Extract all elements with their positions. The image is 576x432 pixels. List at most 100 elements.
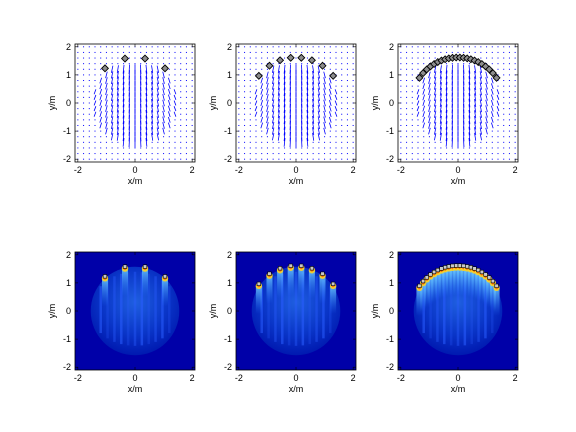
- vector-dot: [417, 141, 419, 143]
- vector-arrow: [116, 127, 119, 136]
- plot-area: [398, 252, 518, 370]
- vector-arrow: [266, 77, 269, 84]
- vector-dot: [238, 85, 240, 87]
- vector-arrow: [491, 116, 494, 123]
- vector-dot: [261, 68, 263, 70]
- vector-arrow: [277, 110, 280, 119]
- vector-dot: [341, 136, 343, 138]
- vector-dot: [185, 108, 187, 110]
- vector-arrow: [434, 71, 437, 79]
- vector-dot: [503, 141, 505, 143]
- vector-arrow: [99, 111, 102, 118]
- vector-dot: [185, 119, 187, 121]
- vector-dot: [463, 51, 465, 53]
- vector-dot: [411, 108, 413, 110]
- vector-dot: [174, 68, 176, 70]
- vector-arrow: [479, 93, 482, 102]
- vector-dot: [318, 147, 320, 149]
- vector-dot: [503, 63, 505, 65]
- vector-dot: [244, 57, 246, 59]
- vector-arrow: [329, 122, 332, 129]
- source-marker: [102, 274, 108, 279]
- source-marker: [483, 272, 488, 277]
- vector-dot: [324, 158, 326, 160]
- y-tick-label: -1: [386, 126, 394, 136]
- x-tick-label: 0: [455, 373, 460, 383]
- subplot-5: -2 0 2 2 1 0 -1 -2 x/m y/m: [208, 250, 357, 394]
- vector-dot: [185, 102, 187, 104]
- source-marker: [297, 53, 306, 62]
- x-tick-label: 2: [513, 165, 518, 175]
- intensity-plume: [122, 268, 128, 297]
- vector-dot: [406, 51, 408, 53]
- vector-arrow: [156, 133, 159, 141]
- vector-dot: [88, 113, 90, 115]
- vector-dot: [180, 108, 182, 110]
- vector-dot: [117, 158, 119, 160]
- vector-dot: [417, 85, 419, 87]
- vector-dot: [329, 158, 331, 160]
- vector-dot: [508, 158, 510, 160]
- vector-dot: [411, 102, 413, 104]
- vector-arrow: [173, 100, 177, 106]
- vector-dot: [346, 113, 348, 115]
- x-tick-label: -2: [74, 373, 82, 383]
- vector-dot: [406, 113, 408, 115]
- vector-arrow: [306, 93, 309, 102]
- vector-arrow: [474, 65, 477, 74]
- vector-dot: [191, 51, 193, 53]
- vector-dot: [411, 119, 413, 121]
- vector-dot: [249, 130, 251, 132]
- vector-arrow: [329, 116, 332, 123]
- vector-dot: [324, 63, 326, 65]
- vector-dot: [94, 158, 96, 160]
- vector-arrow: [445, 87, 448, 97]
- source-marker: [307, 56, 316, 65]
- vector-dot: [329, 51, 331, 53]
- y-axis-label: y/m: [47, 96, 57, 111]
- intensity-plume: [493, 287, 500, 316]
- x-tick-label: 2: [190, 165, 195, 175]
- vector-dot: [151, 158, 153, 160]
- vector-dot: [329, 68, 331, 70]
- vector-dot: [111, 46, 113, 48]
- vector-dot: [503, 158, 505, 160]
- vector-dot: [324, 51, 326, 53]
- intensity-plume: [277, 270, 284, 299]
- vector-dot: [346, 141, 348, 143]
- vector-dot: [249, 141, 251, 143]
- vector-dot: [128, 147, 130, 149]
- x-tick-label: -2: [397, 165, 405, 175]
- y-tick-label: 1: [227, 70, 232, 80]
- vector-arrow: [93, 100, 97, 106]
- vector-dot: [77, 96, 79, 98]
- vector-arrow: [329, 88, 332, 95]
- vector-dot: [249, 153, 251, 155]
- source-marker: [424, 275, 429, 280]
- vector-dot: [157, 147, 159, 149]
- vector-arrow: [111, 99, 114, 107]
- vector-dot: [400, 51, 402, 53]
- vector-arrow: [266, 110, 269, 118]
- vector-dot: [140, 51, 142, 53]
- vector-dot: [508, 124, 510, 126]
- vector-arrow: [306, 121, 309, 130]
- vector-arrow: [329, 105, 332, 112]
- vector-arrow: [468, 76, 471, 85]
- vector-dot: [497, 153, 499, 155]
- vector-dot: [151, 51, 153, 53]
- vector-arrow: [422, 122, 425, 129]
- vector-dot: [163, 136, 165, 138]
- source-marker: [494, 283, 499, 288]
- vector-dot: [463, 158, 465, 160]
- vector-dot: [180, 74, 182, 76]
- vector-dot: [341, 119, 343, 121]
- vector-dot: [128, 153, 130, 155]
- vector-dot: [301, 51, 303, 53]
- source-marker: [288, 263, 293, 268]
- vector-arrow: [485, 110, 488, 118]
- vector-dot: [88, 147, 90, 149]
- vector-dot: [503, 130, 505, 132]
- vector-arrow: [105, 99, 108, 107]
- vector-dot: [406, 124, 408, 126]
